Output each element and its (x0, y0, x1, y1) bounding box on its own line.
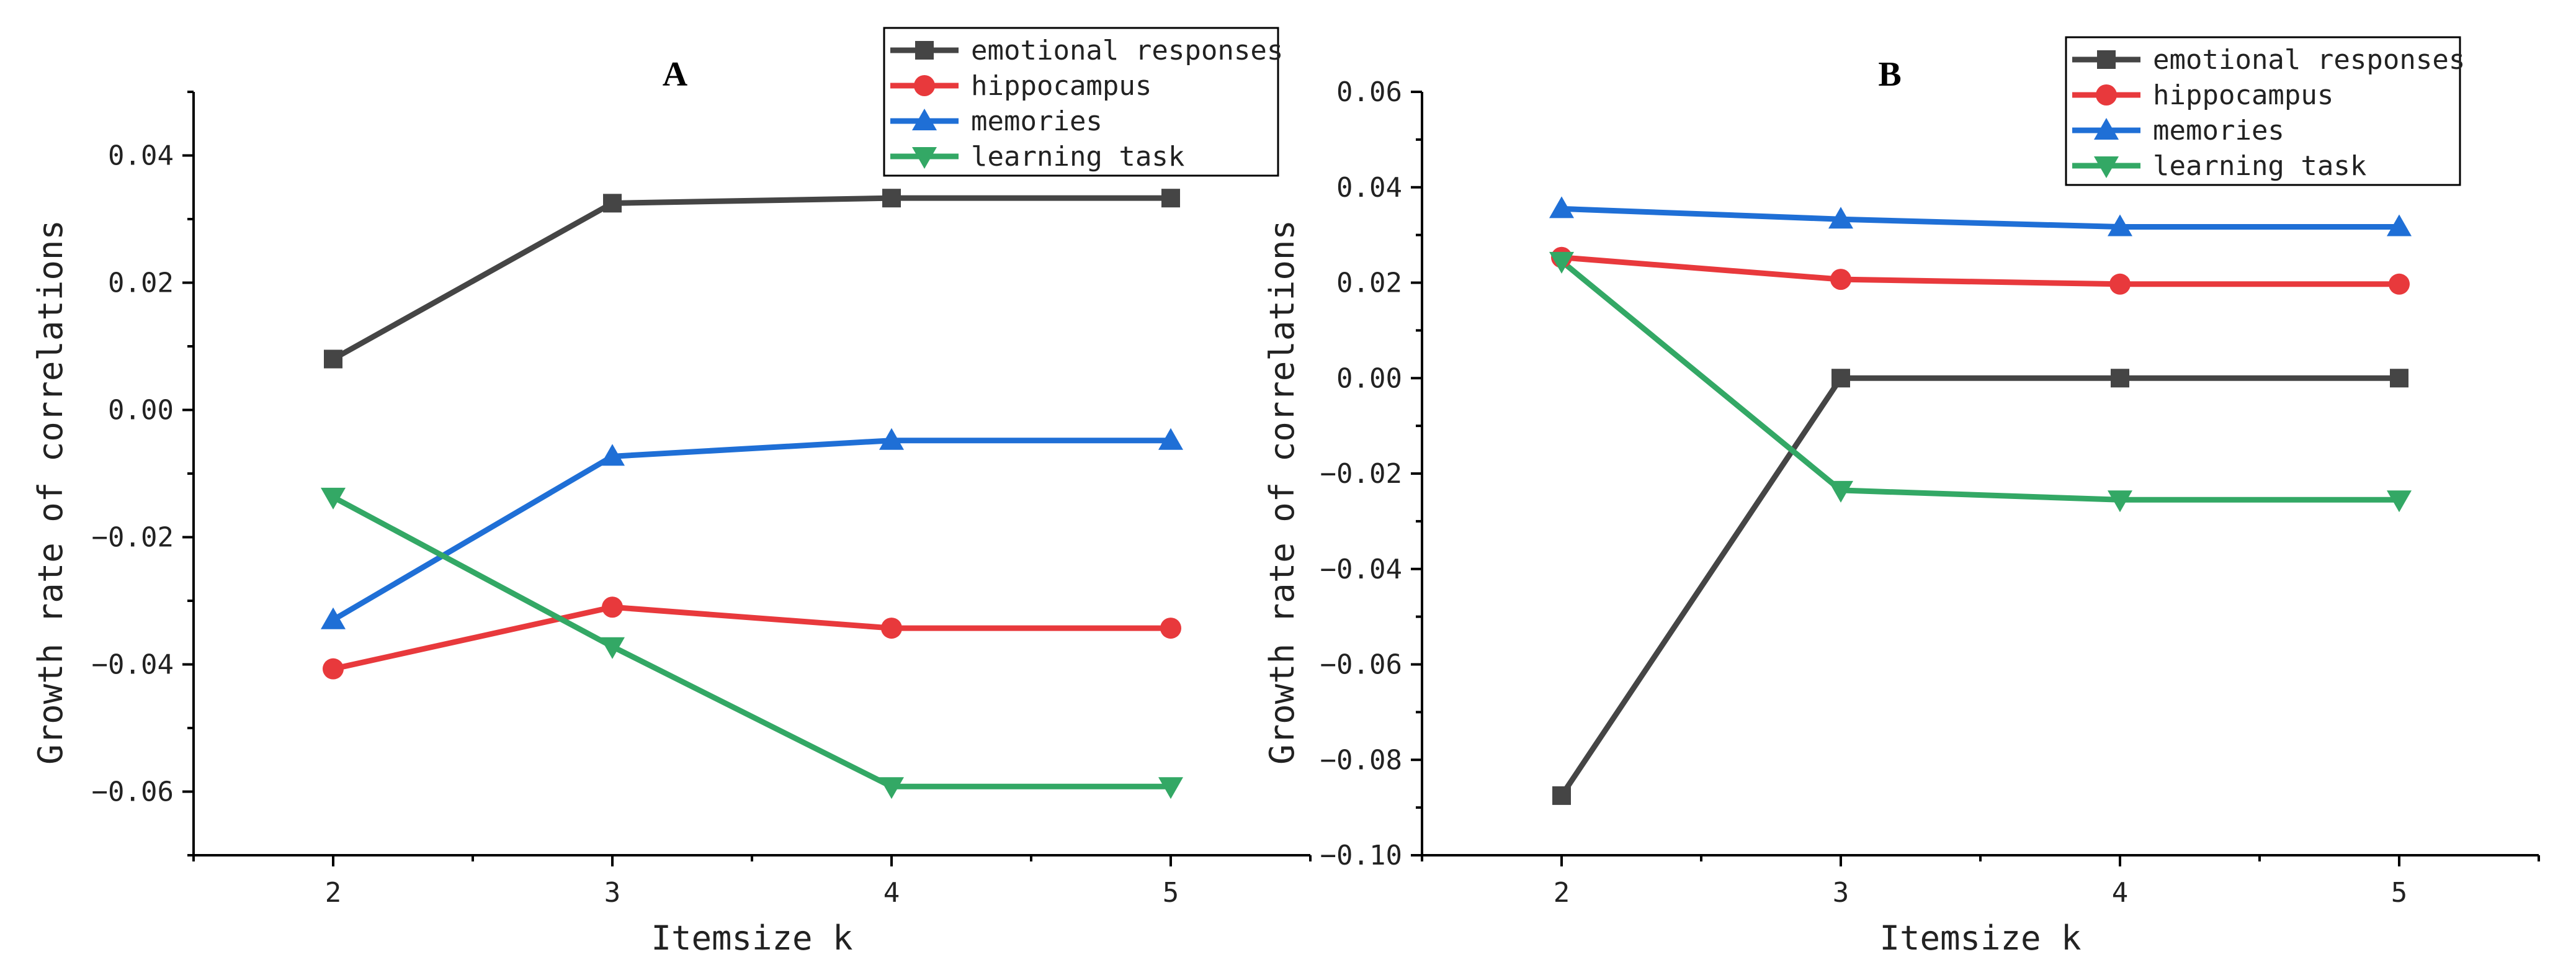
legend-swatch-marker (912, 109, 937, 130)
legend: emotional responses hippocampus memories le… (883, 27, 1283, 177)
legend-swatch-marker (2094, 156, 2119, 178)
data-point-learning-task (2387, 490, 2412, 513)
series-line-learning-task (1560, 259, 2399, 503)
x-tick-label: 2 (1554, 877, 1570, 909)
legend-label: memories (2153, 115, 2284, 146)
y-tick-label: −0.04 (92, 649, 174, 681)
legend-label: learning task (971, 141, 1184, 173)
series-line-memories (331, 438, 1171, 623)
y-axis-title: Growth rate of correlations (31, 220, 70, 765)
x-tick-label: 4 (883, 877, 900, 909)
y-tick-label: −0.02 (92, 522, 174, 554)
data-point-memories (879, 428, 904, 450)
data-point-hippocampus (1160, 618, 1181, 639)
data-point-memories (1158, 428, 1183, 450)
data-point-memories (2387, 214, 2412, 236)
x-tick-label: 5 (1163, 877, 1179, 909)
y-tick-label: −0.10 (1320, 840, 1402, 871)
legend-swatch-marker (914, 75, 935, 96)
series-line-hippocampus (1561, 254, 2399, 287)
data-point-memories (1549, 196, 1574, 218)
y-tick-label: −0.08 (1320, 744, 1402, 776)
data-point-emotional-responses (1552, 786, 1571, 805)
legend-label: hippocampus (971, 70, 1152, 102)
y-tick-label: −0.06 (1320, 649, 1402, 681)
data-point-emotional-responses (2111, 369, 2129, 388)
data-point-hippocampus (602, 596, 623, 618)
x-tick-label: 3 (1833, 877, 1849, 909)
data-point-emotional-responses (2390, 369, 2408, 388)
legend-label: hippocampus (2153, 79, 2333, 111)
x-tick-label: 5 (2391, 877, 2408, 909)
x-tick-label: 4 (2112, 877, 2129, 909)
series-line-memories (1561, 205, 2399, 230)
data-point-memories (2108, 214, 2132, 236)
data-point-learning-task (600, 637, 625, 659)
legend-label: emotional responses (2153, 44, 2465, 76)
data-point-memories (600, 444, 625, 466)
data-point-emotional-responses (1161, 189, 1180, 208)
y-tick-label: 0.02 (108, 267, 174, 299)
panel-title: A (663, 55, 688, 94)
legend-swatch-marker (2094, 118, 2119, 140)
y-tick-label: −0.06 (92, 776, 174, 808)
x-axis-title: Itemsize k (651, 919, 852, 958)
y-tick-label: 0.04 (1336, 172, 1402, 204)
data-point-hippocampus (323, 658, 344, 680)
legend-label: emotional responses (971, 35, 1283, 66)
series-line-emotional-responses (331, 195, 1171, 362)
data-point-hippocampus (881, 618, 902, 639)
legend-swatch-marker (912, 147, 937, 169)
series-line-emotional-responses (1559, 375, 2399, 798)
data-point-learning-task (2108, 490, 2132, 513)
y-tick-label: 0.06 (1336, 76, 1402, 108)
y-tick-label: −0.04 (1320, 554, 1402, 585)
data-point-emotional-responses (1831, 369, 1850, 388)
data-point-memories (1828, 207, 1853, 229)
data-point-learning-task (321, 487, 346, 510)
legend-swatch-marker (2096, 84, 2117, 106)
data-point-hippocampus (1830, 269, 1851, 290)
data-point-learning-task (1549, 251, 1574, 274)
y-axis-title: Growth rate of correlations (1263, 220, 1302, 765)
x-axis-title: Itemsize k (1879, 919, 2081, 958)
series-line-hippocampus (333, 604, 1171, 672)
y-tick-label: 0.00 (1336, 362, 1402, 394)
x-tick-label: 2 (325, 877, 342, 909)
y-tick-label: −0.02 (1320, 458, 1402, 490)
data-point-emotional-responses (324, 349, 342, 369)
data-point-learning-task (1158, 777, 1183, 799)
y-tick-label: 0.04 (108, 140, 174, 172)
data-point-emotional-responses (882, 189, 901, 208)
x-tick-label: 3 (604, 877, 621, 909)
legend-swatch-marker (2097, 50, 2116, 69)
panel-title: B (1878, 55, 1901, 94)
legend-swatch-marker (915, 41, 934, 60)
legend-label: memories (971, 106, 1102, 137)
legend-label: learning task (2153, 150, 2366, 182)
panel-a-chart: 0.04 0.02 0.00 −0.02 −0.04 −0.06 2 3 4 5 Itemsize … (31, 27, 1312, 958)
y-tick-label: 0.00 (108, 395, 174, 426)
data-point-learning-task (1828, 480, 1853, 503)
panel-b-chart: 0.06 0.04 0.02 0.00 −0.02 −0.04 −0.06 −0.08 −0.1… (1263, 36, 2540, 958)
data-point-hippocampus (2389, 273, 2410, 295)
data-point-emotional-responses (603, 194, 622, 213)
series-line-learning-task (331, 494, 1171, 789)
data-point-learning-task (879, 777, 904, 799)
data-point-hippocampus (2109, 273, 2131, 295)
data-point-memories (321, 607, 346, 629)
y-tick-label: 0.02 (1336, 267, 1402, 299)
